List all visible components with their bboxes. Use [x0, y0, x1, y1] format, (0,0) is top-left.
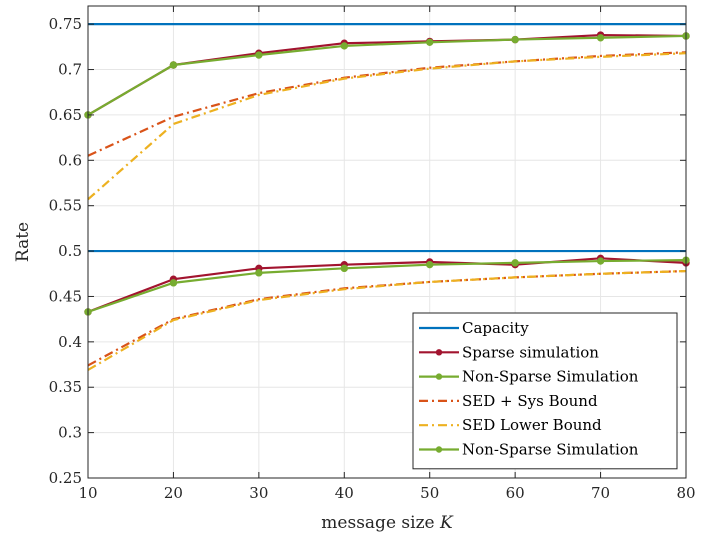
y-tick-label: 0.45	[49, 287, 82, 305]
axis-ticks: 10 20 30 40 50 60 70 80 0.25 0.3 0.35 0.4 0.45 0.5 0.5…	[49, 6, 696, 502]
y-tick-label: 0.6	[58, 151, 82, 169]
y-tick-label: 0.25	[49, 469, 82, 487]
plot-frame	[87, 5, 687, 479]
legend-label: Non-Sparse Simulation	[462, 441, 639, 459]
x-tick-label: 70	[591, 484, 610, 502]
legend-marker	[435, 446, 443, 453]
series-line	[87, 259, 687, 313]
data-point	[169, 61, 178, 69]
series-line	[87, 52, 687, 201]
legend-label: SED Lower Bound	[462, 416, 602, 434]
data-point	[426, 260, 434, 269]
data-point	[426, 38, 434, 47]
legend-box	[412, 312, 678, 470]
data-point	[340, 42, 348, 50]
series-0	[88, 23, 686, 253]
y-tick-label: 0.5	[58, 242, 82, 260]
series-line	[87, 34, 687, 116]
x-axis-label-var: K	[439, 513, 454, 533]
data-point	[340, 264, 348, 273]
x-tick-label: 40	[335, 484, 354, 502]
y-tick-label: 0.65	[49, 106, 82, 124]
y-tick-label: 0.7	[58, 61, 82, 79]
series-layer	[84, 23, 690, 371]
series-line	[87, 269, 687, 371]
y-tick-label: 0.35	[49, 378, 82, 396]
data-point	[596, 34, 605, 42]
x-tick-label: 80	[676, 484, 695, 502]
y-tick-label: 0.75	[49, 15, 82, 33]
x-tick-label: 50	[420, 484, 439, 502]
x-tick-label: 30	[249, 484, 268, 502]
legend-marker	[435, 373, 443, 380]
data-point	[511, 35, 519, 44]
series-line	[87, 257, 687, 313]
legend-marker	[435, 349, 443, 356]
data-point	[255, 51, 263, 59]
x-tick-label: 60	[506, 484, 525, 502]
y-tick-label: 0.3	[58, 424, 82, 442]
legend: Capacity Sparse simulation Non-Sparse Simu…	[412, 312, 678, 470]
y-axis-label: Rate	[13, 222, 33, 262]
legend-label: SED + Sys Bound	[462, 392, 598, 410]
legend-label: Sparse simulation	[462, 343, 599, 361]
data-point	[511, 259, 519, 267]
series-2	[84, 32, 690, 316]
data-point	[255, 269, 263, 277]
y-tick-label: 0.4	[58, 333, 82, 351]
x-tick-label: 10	[78, 484, 97, 502]
legend-label: Non-Sparse Simulation	[462, 368, 639, 386]
x-tick-label: 20	[164, 484, 183, 502]
x-axis-label-text: message size	[321, 513, 440, 533]
y-tick-label: 0.55	[49, 197, 82, 215]
x-axis-label: message size K	[321, 513, 454, 533]
series-line	[87, 51, 687, 157]
series-4	[87, 52, 687, 371]
data-point	[596, 257, 605, 265]
data-point	[169, 279, 178, 287]
legend-label: Capacity	[462, 319, 529, 337]
